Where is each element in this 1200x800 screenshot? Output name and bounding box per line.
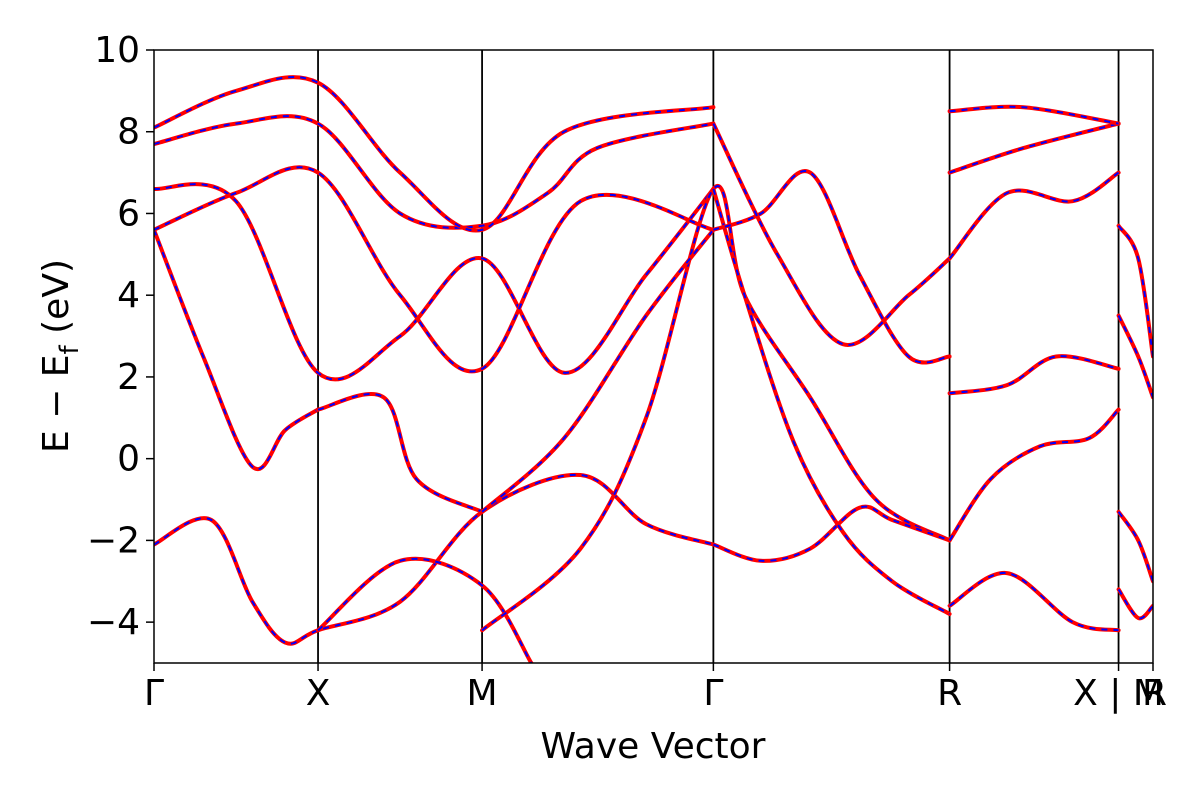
y-axis-label-spacer: [36, 334, 77, 345]
band-line: [947, 354, 1121, 396]
band-line: [154, 75, 716, 233]
plot-frame: [153, 49, 1154, 664]
band-line: [154, 227, 320, 472]
band-line-dashed: [154, 115, 714, 229]
x-tick-label: R: [937, 673, 962, 714]
band-line-dashed: [154, 183, 715, 381]
band-line: [947, 121, 1121, 175]
y-axis-ticks: −4 −2 0 2 4 6 8 10: [87, 30, 154, 643]
band-line-dashed: [712, 188, 951, 615]
band-line-dashed: [154, 166, 714, 373]
y-tick-label: −4: [87, 602, 140, 643]
band-line-dashed: [712, 123, 951, 346]
band-lines: [154, 75, 1153, 663]
band-line-dashed: [949, 355, 1119, 395]
band-line: [316, 392, 485, 514]
x-tick-label: M: [467, 673, 498, 714]
band-line-dashed: [948, 408, 1120, 541]
x-tick-label: Γ: [144, 673, 164, 714]
y-tick-label: 2: [117, 357, 140, 398]
y-tick-label: 10: [94, 30, 140, 71]
x-tick-label: X: [306, 673, 331, 714]
y-axis-label-subscript: f: [55, 344, 85, 354]
y-axis-label-unit: (eV): [36, 259, 77, 334]
band-line: [947, 407, 1121, 543]
band-line-dashed: [317, 393, 483, 513]
band-line-dashed: [713, 170, 950, 364]
band-line: [1116, 223, 1153, 359]
band-line-dashed: [481, 229, 715, 513]
band-line: [1116, 509, 1153, 584]
y-tick-label: −2: [87, 520, 140, 561]
x-tick-label: Γ: [703, 673, 723, 714]
band-line-dashed: [949, 122, 1119, 174]
band-line-dashed: [317, 557, 533, 663]
y-axis-label: E − Ef (eV): [36, 259, 85, 453]
band-line-dashed: [154, 229, 319, 471]
y-tick-label: 0: [117, 439, 140, 480]
kpoint-vertical-lines: [317, 50, 1120, 663]
band-line: [1116, 313, 1153, 400]
y-tick-label: 6: [117, 193, 140, 234]
band-line: [154, 114, 716, 230]
band-line-dashed: [154, 473, 714, 645]
band-line-dashed: [949, 105, 1119, 125]
band-line-dashed: [713, 505, 950, 562]
band-line-dashed: [948, 171, 1120, 260]
band-line-dashed: [1117, 588, 1153, 620]
band-line-dashed: [154, 76, 714, 232]
band-line-dashed: [949, 572, 1119, 632]
x-tick-label: R: [1142, 673, 1167, 714]
x-axis-label: Wave Vector: [541, 726, 766, 767]
y-tick-label: 4: [117, 275, 140, 316]
band-line: [947, 170, 1121, 261]
y-axis-label-main: E − E: [36, 354, 77, 453]
band-line: [1116, 587, 1153, 621]
band-line-dashed: [1117, 225, 1153, 357]
band-line: [947, 571, 1121, 633]
y-tick-label: 8: [117, 112, 140, 153]
band-line: [480, 184, 952, 633]
band-line-dashed: [481, 185, 951, 632]
band-line: [711, 186, 952, 616]
x-tick-label: X | M: [1073, 673, 1164, 714]
band-line: [154, 182, 716, 382]
